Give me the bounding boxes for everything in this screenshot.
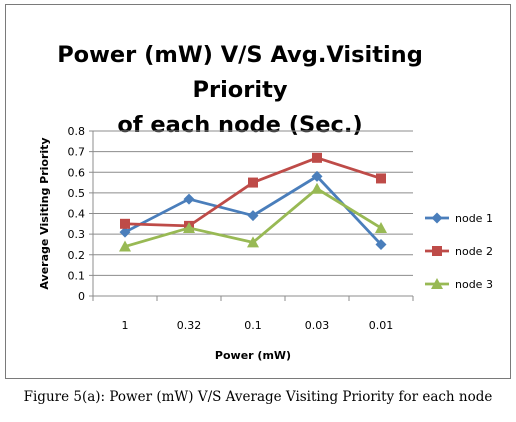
data-point bbox=[311, 182, 323, 194]
x-tick-label: 0.32 bbox=[177, 319, 202, 332]
x-tick-label: 0.1 bbox=[244, 319, 262, 332]
y-tick-label: 0 bbox=[78, 290, 85, 303]
x-tick-labels: 1 0.32 0.1 0.03 0.01 bbox=[122, 319, 394, 332]
legend-item: node 3 bbox=[425, 278, 493, 291]
chart-title-line-1: Power (mW) V/S Avg.Visiting Priority bbox=[57, 42, 423, 103]
y-tick-label: 0.3 bbox=[68, 228, 86, 241]
data-point bbox=[119, 240, 131, 252]
legend-marker bbox=[432, 246, 442, 256]
series-3 bbox=[119, 182, 387, 252]
data-point bbox=[247, 210, 259, 222]
y-tick-label: 0.2 bbox=[68, 249, 86, 262]
y-tick-label: 0.7 bbox=[68, 146, 86, 159]
legend-label: node 1 bbox=[455, 212, 493, 225]
data-point bbox=[311, 170, 323, 182]
data-point bbox=[119, 226, 131, 238]
legend-label: node 3 bbox=[455, 278, 493, 291]
y-tick-label: 0.8 bbox=[68, 125, 86, 138]
legend-item: node 1 bbox=[425, 212, 493, 225]
x-tick-label: 0.01 bbox=[369, 319, 394, 332]
gridlines bbox=[93, 130, 413, 276]
data-point bbox=[375, 221, 387, 233]
data-point bbox=[312, 152, 322, 163]
x-axis-label: Power (mW) bbox=[215, 349, 291, 362]
x-tick-label: 0.03 bbox=[305, 319, 330, 332]
y-tick-label: 0.5 bbox=[68, 187, 86, 200]
chart-frame bbox=[5, 4, 511, 379]
data-point bbox=[376, 173, 386, 184]
y-tick-label: 0.4 bbox=[68, 208, 86, 221]
chart-title: Power (mW) V/S Avg.Visiting Priority of … bbox=[20, 38, 460, 143]
chart-title-line-2: of each node (Sec.) bbox=[117, 112, 363, 138]
data-point bbox=[247, 236, 259, 248]
legend-label: node 2 bbox=[455, 245, 493, 258]
legend-item: node 2 bbox=[425, 245, 493, 258]
data-point bbox=[120, 218, 130, 229]
axes bbox=[89, 130, 414, 301]
legend-marker bbox=[431, 212, 443, 224]
line-chart: 0 0.1 0.2 0.3 0.4 0.5 0.6 0.7 0.8 1 0.32 0.1 0.03 0.… bbox=[38, 125, 493, 362]
data-point bbox=[183, 221, 195, 233]
y-tick-labels: 0 0.1 0.2 0.3 0.4 0.5 0.6 0.7 0.8 bbox=[68, 125, 86, 303]
data-point bbox=[375, 238, 387, 250]
data-point bbox=[248, 177, 258, 188]
series-group bbox=[119, 152, 387, 252]
x-tick-label: 1 bbox=[122, 319, 129, 332]
legend: node 1 node 2 node 3 bbox=[425, 212, 493, 291]
figure-caption: Figure 5(a): Power (mW) V/S Average Visi… bbox=[23, 389, 493, 405]
y-tick-label: 0.1 bbox=[68, 269, 86, 282]
y-axis-label: Average Visiting Priority bbox=[38, 137, 51, 289]
series-1 bbox=[119, 170, 387, 250]
legend-marker bbox=[431, 278, 443, 289]
y-tick-label: 0.6 bbox=[68, 166, 86, 179]
data-point bbox=[183, 193, 195, 205]
